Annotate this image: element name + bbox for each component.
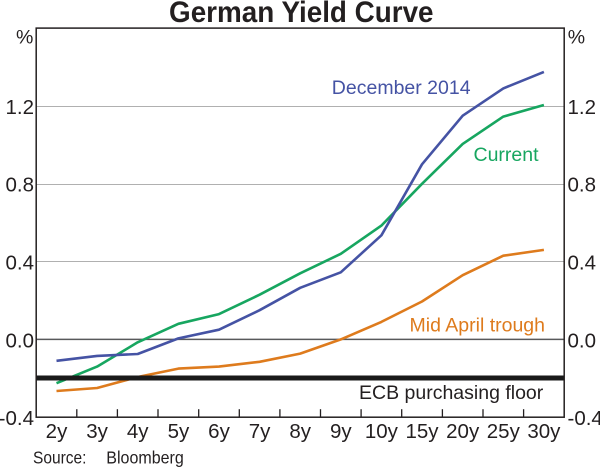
svg-text:2y: 2y [46,420,68,443]
svg-text:ECB purchasing floor: ECB purchasing floor [359,382,544,404]
svg-text:Source:: Source: [33,447,87,467]
svg-text:December 2014: December 2014 [332,77,471,99]
svg-text:7y: 7y [249,420,271,443]
svg-text:20y: 20y [446,420,480,443]
svg-text:5y: 5y [168,420,190,443]
svg-text:9y: 9y [330,420,352,443]
svg-text:3y: 3y [86,420,108,443]
svg-text:25y: 25y [487,420,521,443]
svg-text:%: % [568,27,585,49]
svg-text:Current: Current [474,144,540,166]
svg-text:30y: 30y [527,420,561,443]
svg-text:Mid April trough: Mid April trough [410,314,545,336]
svg-text:%: % [16,27,33,49]
svg-text:-0.4: -0.4 [568,407,600,430]
svg-text:10y: 10y [365,420,399,443]
svg-text:15y: 15y [405,420,439,443]
svg-text:0.8: 0.8 [6,174,35,197]
svg-text:0.4: 0.4 [6,252,35,275]
svg-text:1.2: 1.2 [568,96,597,119]
svg-text:0.0: 0.0 [568,329,597,352]
svg-text:0.8: 0.8 [568,174,597,197]
svg-text:1.2: 1.2 [6,96,35,119]
svg-text:6y: 6y [208,420,230,443]
svg-text:0.4: 0.4 [568,252,597,275]
svg-text:8y: 8y [289,420,311,443]
svg-text:-0.4: -0.4 [0,407,34,430]
svg-text:Bloomberg: Bloomberg [106,447,184,467]
svg-text:4y: 4y [127,420,149,443]
svg-text:0.0: 0.0 [6,329,35,352]
svg-text:German Yield Curve: German Yield Curve [169,0,434,29]
